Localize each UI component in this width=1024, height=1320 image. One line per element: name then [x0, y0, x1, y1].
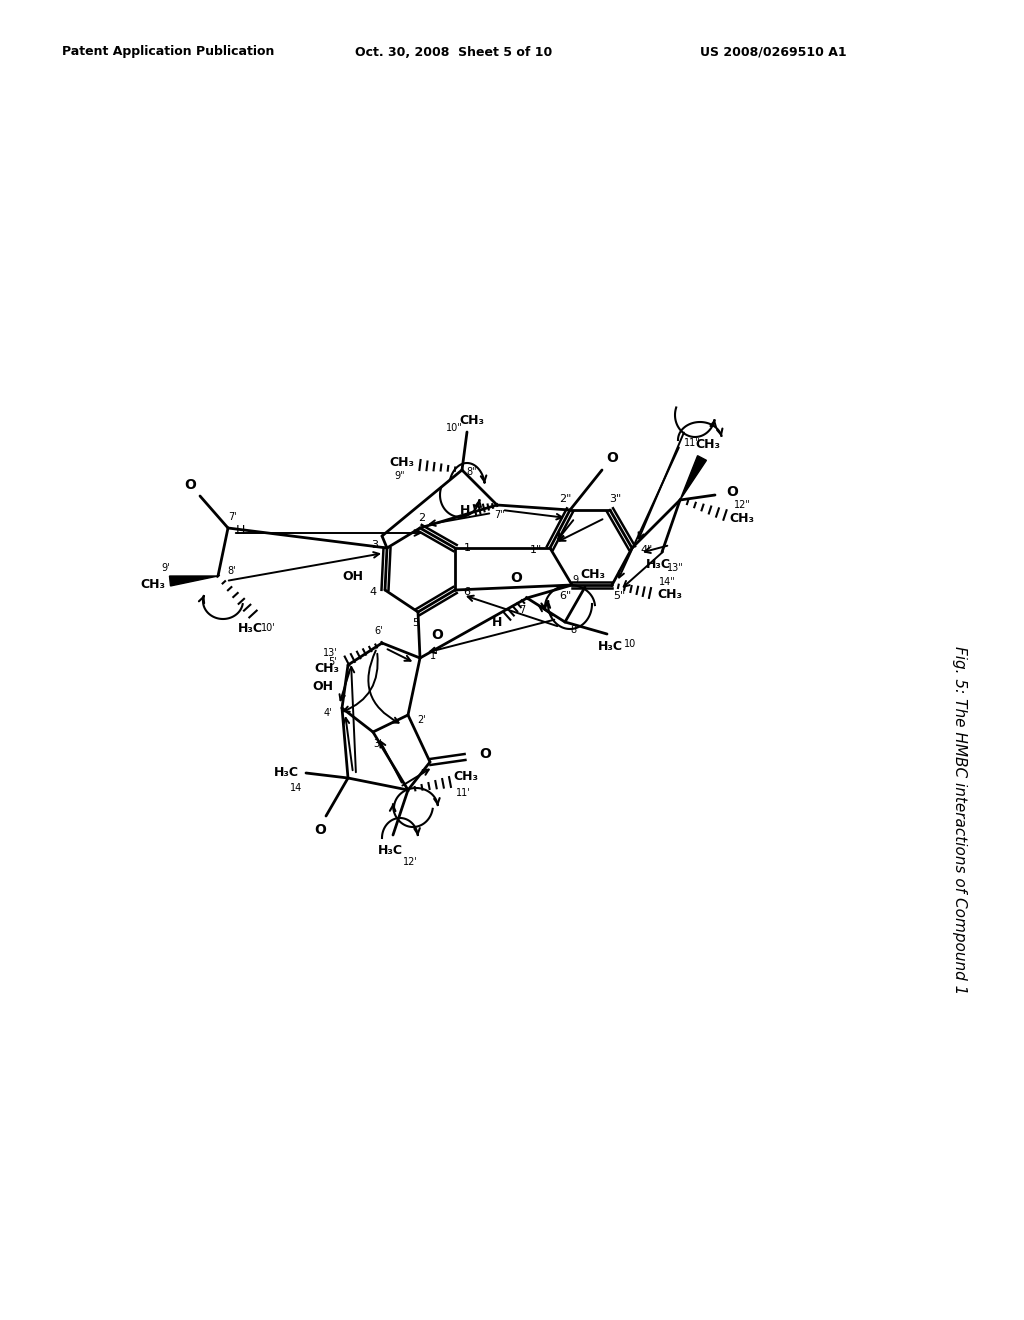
Text: 9: 9	[572, 576, 579, 585]
Text: 12": 12"	[733, 500, 751, 510]
Text: 13': 13'	[323, 648, 337, 657]
Text: 1: 1	[464, 543, 470, 553]
Text: Fig. 5: The HMBC interactions of Compound 1: Fig. 5: The HMBC interactions of Compoun…	[952, 645, 968, 994]
Text: CH₃: CH₃	[657, 589, 683, 602]
Text: 10": 10"	[445, 422, 463, 433]
Text: CH₃: CH₃	[581, 569, 605, 582]
Text: O: O	[726, 484, 738, 499]
Polygon shape	[680, 455, 707, 500]
Text: 7: 7	[519, 605, 525, 615]
Text: OH: OH	[312, 681, 334, 693]
Text: O: O	[431, 628, 443, 642]
Text: 11": 11"	[684, 438, 700, 447]
Text: 2": 2"	[559, 494, 571, 504]
Text: 9": 9"	[394, 471, 406, 480]
Text: 14": 14"	[658, 577, 676, 587]
Text: H₃C: H₃C	[597, 640, 623, 653]
Text: 10': 10'	[261, 623, 275, 634]
Text: CH₃: CH₃	[389, 455, 415, 469]
Text: 6": 6"	[559, 591, 571, 601]
Polygon shape	[170, 576, 218, 586]
Text: 13": 13"	[667, 564, 683, 573]
Text: O: O	[314, 822, 326, 837]
Text: 5: 5	[413, 618, 420, 628]
Text: H: H	[460, 503, 470, 516]
Text: CH₃: CH₃	[695, 438, 721, 451]
Text: 8": 8"	[467, 467, 477, 477]
Text: 3': 3'	[374, 739, 382, 748]
Text: 12': 12'	[402, 857, 418, 867]
Text: Patent Application Publication: Patent Application Publication	[62, 45, 274, 58]
Text: O: O	[511, 570, 522, 585]
Text: H₃C: H₃C	[645, 558, 671, 572]
Text: CH₃: CH₃	[460, 413, 484, 426]
Text: H: H	[492, 615, 502, 628]
Text: CH₃: CH₃	[140, 578, 166, 590]
Text: US 2008/0269510 A1: US 2008/0269510 A1	[700, 45, 847, 58]
Text: 2': 2'	[418, 715, 426, 725]
Text: O: O	[479, 747, 490, 762]
Text: 1": 1"	[529, 545, 542, 554]
Text: 11': 11'	[456, 788, 470, 799]
Text: 8': 8'	[227, 566, 237, 576]
Text: 5": 5"	[613, 591, 625, 601]
Text: 7": 7"	[495, 510, 506, 520]
Text: O: O	[184, 478, 196, 492]
Text: 4: 4	[370, 587, 377, 597]
Text: 4": 4"	[641, 545, 653, 554]
Text: 3": 3"	[609, 494, 622, 504]
Text: 14: 14	[290, 783, 302, 793]
Text: 6: 6	[464, 587, 470, 597]
Text: 1': 1'	[430, 651, 438, 661]
Text: CH₃: CH₃	[454, 770, 478, 783]
Text: 10: 10	[624, 639, 636, 649]
Text: 4': 4'	[324, 708, 333, 718]
Text: H: H	[236, 524, 245, 537]
Text: 2: 2	[419, 513, 426, 523]
Text: 3: 3	[372, 540, 379, 550]
Text: H₃C: H₃C	[238, 622, 262, 635]
Text: CH₃: CH₃	[314, 661, 340, 675]
Text: H₃C: H₃C	[273, 767, 299, 780]
Text: CH₃: CH₃	[729, 511, 755, 524]
Text: 6': 6'	[375, 626, 383, 636]
Text: OH: OH	[342, 569, 364, 582]
Text: Oct. 30, 2008  Sheet 5 of 10: Oct. 30, 2008 Sheet 5 of 10	[355, 45, 552, 58]
Text: 8: 8	[570, 624, 577, 635]
Text: 7': 7'	[228, 512, 238, 521]
Text: 5': 5'	[329, 657, 337, 667]
Text: 9': 9'	[162, 564, 170, 573]
Text: O: O	[606, 451, 617, 465]
Text: H₃C: H₃C	[378, 843, 402, 857]
